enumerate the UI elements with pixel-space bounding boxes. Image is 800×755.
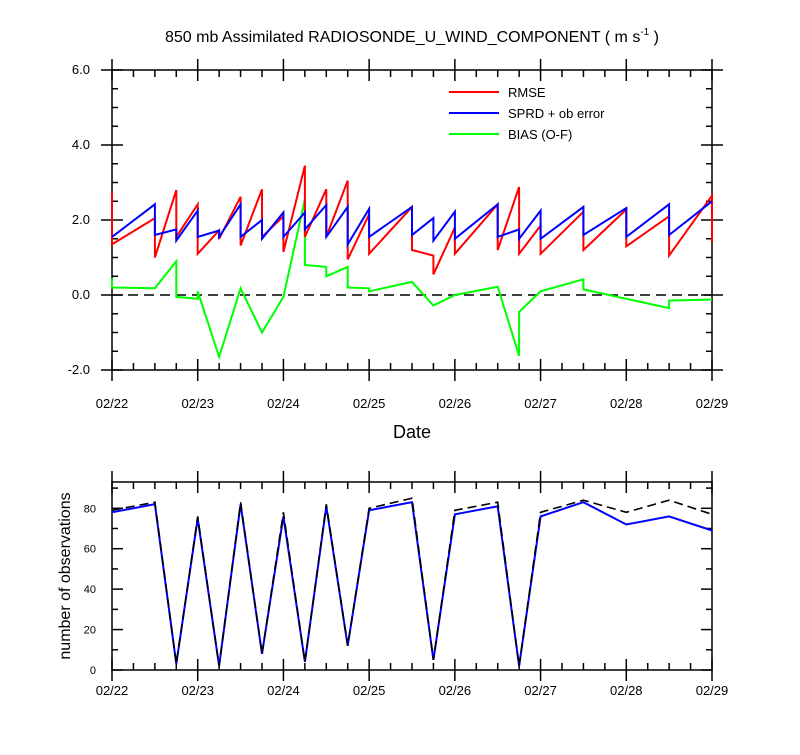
top-y-tick-label: -2.0 <box>68 362 90 377</box>
bottom-y-tick-label: 40 <box>84 584 96 596</box>
chart-title-end: ) <box>649 29 659 46</box>
top-x-axis-label: Date <box>393 422 431 442</box>
top-x-tick-label: 02/27 <box>524 396 557 411</box>
bottom-y-axis-label: number of observations <box>57 492 74 659</box>
bottom-x-tick-label: 02/22 <box>96 683 129 698</box>
bottom-x-tick-label: 02/28 <box>610 683 643 698</box>
bottom-y-tick-label: 60 <box>84 544 96 556</box>
bottom-x-tick-label: 02/23 <box>181 683 214 698</box>
bottom-chart-panel: 02/22 02/23 02/24 02/25 02/26 02/27 02/28 02/29… <box>84 471 729 698</box>
bottom-x-tick-label: 02/26 <box>439 683 472 698</box>
top-y-tick-label: 0.0 <box>72 287 90 302</box>
chart-title: 850 mb Assimilated RADIOSONDE_U_WIND_COM… <box>165 27 659 46</box>
chart-title-main: 850 mb Assimilated RADIOSONDE_U_WIND_COM… <box>165 29 640 46</box>
bottom-plot-frame <box>111 481 713 671</box>
chart-title-superscript: -1 <box>640 27 649 38</box>
top-y-tick-label: 4.0 <box>72 137 90 152</box>
top-chart-panel: 02/22 02/23 02/24 02/25 02/26 02/27 02/28 02/29… <box>68 59 729 411</box>
bottom-x-tick-label: 02/27 <box>524 683 557 698</box>
top-x-tick-label: 02/28 <box>610 396 643 411</box>
top-series-0-line <box>111 165 713 275</box>
bottom-series-0-line <box>111 501 713 667</box>
bottom-y-tick-label: 20 <box>84 625 96 637</box>
bottom-y-tick-label: 0 <box>90 665 96 677</box>
legend-label-1: SPRD + ob error <box>508 106 605 121</box>
bottom-y-tick-label: 80 <box>84 503 96 515</box>
top-x-tick-label: 02/23 <box>181 396 214 411</box>
bottom-x-tick-label: 02/24 <box>267 683 300 698</box>
top-x-tick-label: 02/26 <box>439 396 472 411</box>
legend-label-0: RMSE <box>508 85 546 100</box>
top-x-tick-label: 02/25 <box>353 396 386 411</box>
bottom-x-tick-label: 02/25 <box>353 683 386 698</box>
top-y-tick-label: 6.0 <box>72 62 90 77</box>
bottom-series-1-line <box>111 497 713 667</box>
top-series-2-line <box>111 199 713 361</box>
bottom-x-tick-label: 02/29 <box>696 683 729 698</box>
top-x-tick-label: 02/24 <box>267 396 300 411</box>
top-x-tick-label: 02/22 <box>96 396 129 411</box>
top-x-tick-label: 02/29 <box>696 396 729 411</box>
top-series-1-line <box>111 200 713 249</box>
top-y-tick-label: 2.0 <box>72 212 90 227</box>
legend-label-2: BIAS (O-F) <box>508 127 572 142</box>
